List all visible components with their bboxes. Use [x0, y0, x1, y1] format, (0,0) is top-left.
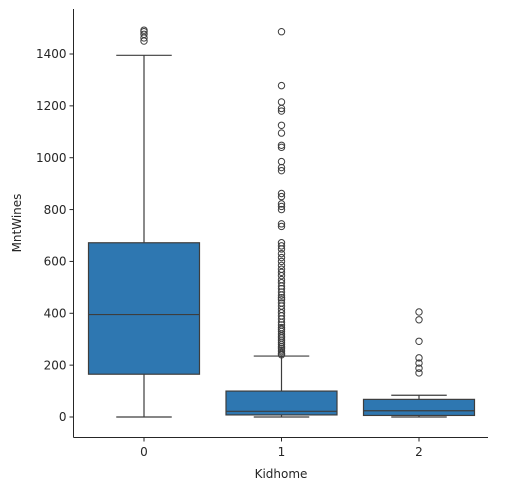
outlier-point: [277, 261, 286, 270]
outlier-point: [277, 294, 286, 302]
box-group-2: [362, 308, 476, 418]
y-tick-label: 800: [44, 203, 67, 217]
outlier-point: [277, 296, 286, 304]
box-group-1: [225, 28, 338, 418]
outlier-point: [277, 249, 286, 258]
outlier-point: [277, 220, 286, 228]
y-tick-label: 0: [59, 410, 67, 424]
outlier-point: [277, 265, 286, 273]
x-ticks: 0 1 2: [140, 437, 423, 459]
x-tick-label: 2: [415, 445, 423, 459]
outlier-point: [415, 364, 423, 372]
outlier-point: [415, 337, 423, 345]
outlier-point: [277, 275, 286, 284]
outlier-point: [277, 166, 286, 175]
y-ticks: 0 200 400 600 800 1000 1200 1400: [36, 47, 74, 424]
outlier-point: [277, 299, 286, 307]
outlier-point: [277, 81, 286, 90]
outlier-point: [277, 200, 286, 208]
outlier-point: [277, 129, 286, 137]
outlier-point: [277, 268, 286, 277]
box-group-0: [87, 26, 201, 418]
box-iqr: [362, 398, 476, 417]
outlier-point: [277, 121, 286, 130]
box-iqr: [225, 390, 338, 416]
outlier-point: [277, 205, 286, 214]
outlier-point: [277, 202, 286, 211]
outlier-point: [140, 26, 148, 34]
plot-marks: [87, 26, 476, 418]
y-axis-label: MntWines: [10, 194, 24, 253]
y-tick-label: 1000: [36, 151, 67, 165]
outlier-point: [415, 369, 423, 377]
outlier-point: [415, 359, 423, 367]
outlier-point: [277, 143, 286, 152]
box-iqr: [87, 242, 201, 375]
outlier-point: [277, 107, 286, 115]
outlier-point: [140, 30, 148, 38]
y-tick-label: 600: [44, 255, 67, 269]
outlier-point: [277, 141, 286, 149]
outlier-point: [277, 189, 286, 198]
x-tick-label: 0: [140, 445, 148, 459]
x-tick-label: 1: [278, 445, 286, 459]
outlier-point: [277, 157, 286, 166]
y-tick-label: 400: [44, 306, 67, 320]
outlier-point: [277, 98, 286, 106]
outlier-point: [277, 28, 286, 36]
y-tick-label: 1200: [36, 99, 67, 113]
outlier-point: [277, 242, 286, 250]
outlier-point: [277, 222, 286, 231]
y-tick-label: 1400: [36, 47, 67, 61]
y-tick-label: 200: [44, 358, 67, 372]
outlier-point: [277, 278, 286, 287]
outlier-point: [277, 253, 286, 262]
outlier-point: [415, 354, 423, 362]
outlier-point: [277, 257, 286, 266]
outlier-point: [415, 308, 423, 316]
outlier-point: [415, 316, 423, 324]
outlier-point: [277, 323, 286, 332]
outlier-point: [277, 192, 286, 201]
x-axis-label: Kidhome: [255, 467, 308, 481]
outlier-point: [277, 239, 286, 247]
